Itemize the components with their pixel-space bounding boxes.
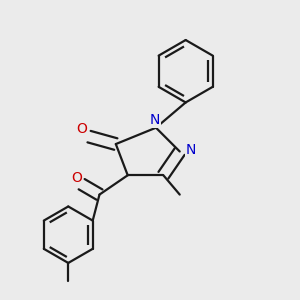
Text: N: N	[186, 143, 196, 157]
Text: O: O	[71, 171, 82, 184]
Text: N: N	[149, 113, 160, 127]
Text: O: O	[76, 122, 87, 136]
